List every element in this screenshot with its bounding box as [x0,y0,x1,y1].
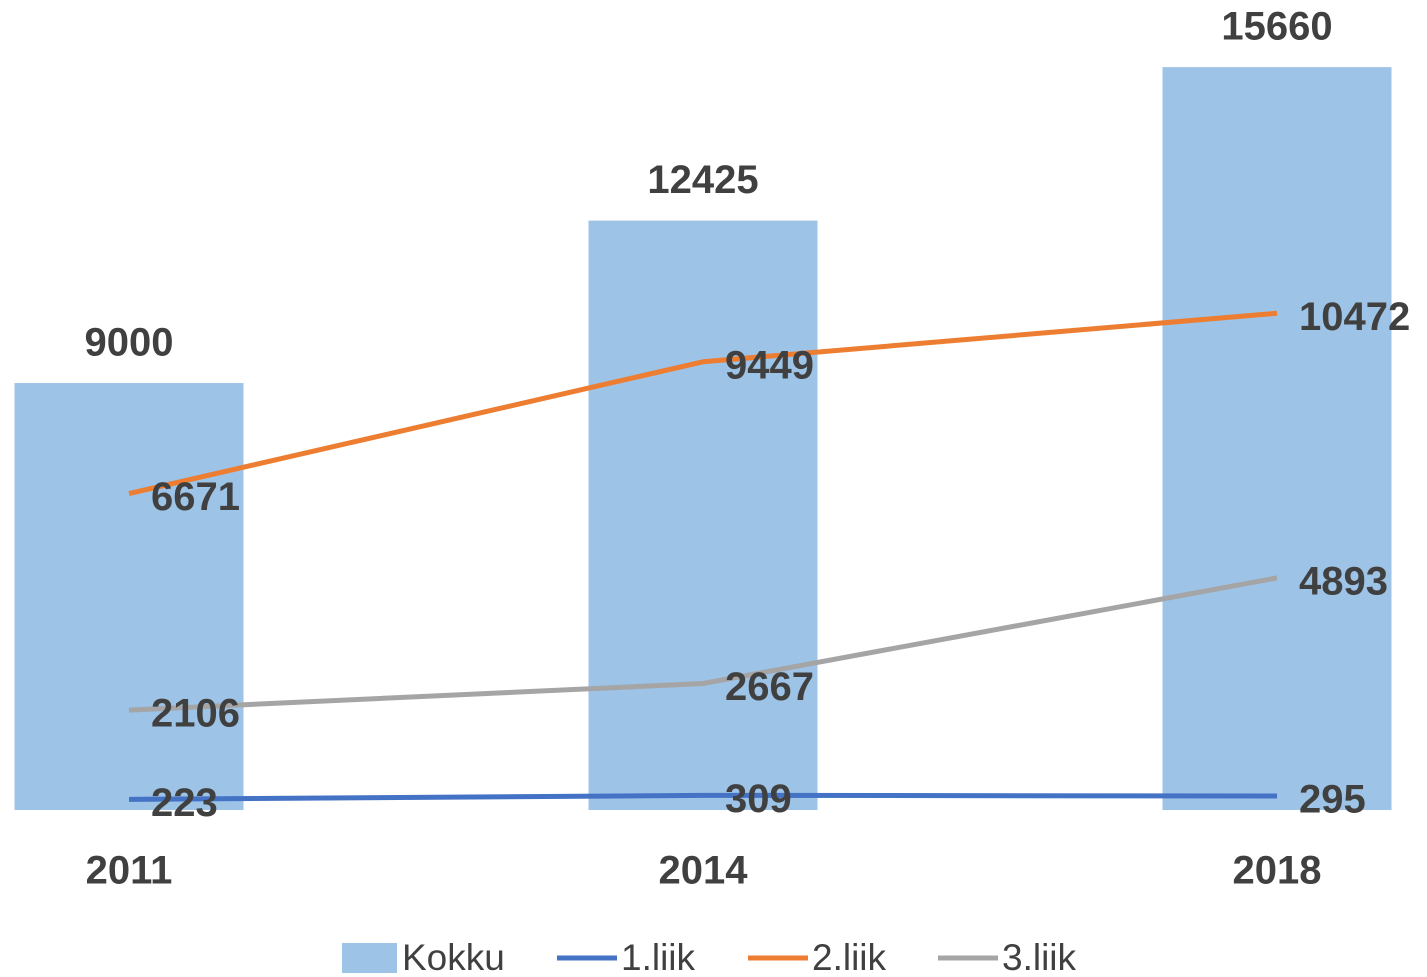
bar-value-label: 15660 [1221,5,1332,49]
legend-swatch [342,943,397,973]
line-value-label: 309 [725,777,792,821]
bar [1162,67,1392,810]
line [128,575,1278,713]
legend-label: Kokku [402,937,505,977]
line [128,792,1278,802]
line-value-label: 4893 [1299,559,1388,603]
bar-value-label: 9000 [85,321,174,365]
line-value-label: 9449 [725,343,814,387]
bar [588,220,818,811]
bar [14,383,244,810]
bar-value-label: 12425 [647,158,758,202]
line-value-label: 6671 [151,475,240,519]
line-value-label: 2106 [151,692,240,736]
x-tick-label: 2014 [659,849,749,893]
legend-label: 2.liik [812,937,887,977]
line-value-label: 2667 [725,665,814,709]
line-value-label: 223 [151,781,218,825]
x-tick-label: 2011 [86,849,173,893]
line [128,310,1278,496]
line-value-label: 10472 [1299,295,1410,339]
line-value-label: 295 [1299,778,1366,822]
legend-label: 3.liik [1002,937,1077,977]
legend-label: 1.liik [621,937,696,977]
x-tick-label: 2018 [1233,849,1322,893]
